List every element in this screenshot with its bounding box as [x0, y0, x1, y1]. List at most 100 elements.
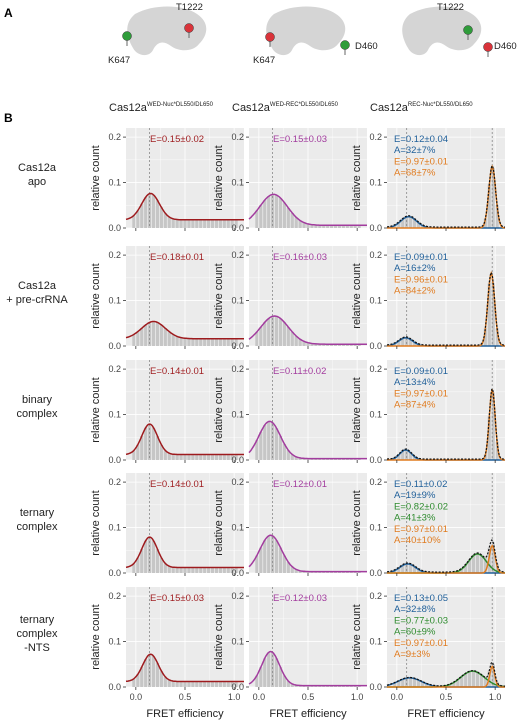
- histogram-bar: [195, 454, 199, 460]
- histogram-bar: [405, 563, 409, 573]
- histogram-bar: [222, 567, 226, 573]
- histogram-bar: [222, 338, 226, 346]
- histogram-bar: [136, 210, 140, 228]
- fit-annotation: A=16±2%: [394, 263, 436, 274]
- histogram-bar: [487, 184, 491, 228]
- panel-r5-c3: E=0.13±0.05A=32±8%E=0.77±0.03A=60±9%E=0.…: [351, 587, 506, 720]
- x-axis-label: FRET efficiency: [146, 708, 224, 720]
- panel-r1-c2: E=0.15±0.03 0.0 0.1 0.2 relative count: [213, 128, 367, 233]
- y-axis-label: relative count: [90, 604, 102, 669]
- histogram-bar: [479, 554, 483, 573]
- histogram-bar: [349, 344, 353, 346]
- y-axis-label: relative count: [213, 604, 225, 669]
- y-tick-label: 0.1: [231, 296, 244, 306]
- histogram-bar: [278, 547, 283, 573]
- histogram-bar: [345, 225, 349, 228]
- histogram-bar: [144, 540, 148, 573]
- histogram-bar: [230, 681, 234, 687]
- histogram-bar: [393, 682, 397, 687]
- histogram-bar: [353, 225, 357, 228]
- histogram-bar: [330, 225, 334, 228]
- panel-r4-c3: E=0.11±0.02A=19±9%E=0.82±0.02A=41±3%E=0.…: [351, 473, 505, 578]
- y-axis-label: relative count: [213, 377, 225, 442]
- histogram-bar: [234, 454, 238, 460]
- fit-annotation: E=0.12±0.04: [394, 134, 448, 145]
- histogram-bar: [282, 555, 286, 573]
- fit-annotation: E=0.97±0.01: [394, 524, 448, 535]
- histogram-bar: [179, 681, 183, 687]
- y-axis-label: relative count: [351, 263, 363, 328]
- histogram-bar: [207, 338, 211, 346]
- histogram-bar: [306, 223, 310, 228]
- histogram-bar: [255, 331, 259, 346]
- histogram-bar: [226, 219, 230, 228]
- total-fit-curve: [386, 661, 506, 687]
- histogram-bar: [294, 685, 298, 687]
- histogram-bar: [302, 222, 306, 228]
- row-label: binary: [22, 394, 52, 406]
- column-titles: Cas12aWED-Nuc*DL550/DL650 Cas12aWED-REC*D…: [109, 102, 473, 114]
- y-tick-label: 0.1: [231, 178, 244, 188]
- histogram-bar: [278, 318, 283, 346]
- protein-schematic-1: T1222 K647: [108, 2, 207, 66]
- y-tick-label: 0.2: [369, 591, 382, 601]
- protein-schematics: T1222 K647 K647 D460 T1222 D460: [108, 2, 517, 66]
- panel-r4-c2: E=0.12±0.01 0.0 0.1 0.2 relative count: [213, 473, 367, 578]
- histogram-bar: [136, 444, 140, 460]
- histogram-bar: [333, 344, 338, 346]
- histogram-bar: [191, 454, 195, 460]
- histogram-bar: [155, 322, 160, 346]
- histogram-bar: [234, 681, 238, 687]
- histogram-bar: [468, 559, 472, 573]
- row-label: Cas12a: [18, 280, 57, 292]
- histogram-bar: [290, 683, 294, 687]
- histogram-bar: [337, 225, 342, 228]
- total-fit-curve: [387, 164, 505, 228]
- red-pin-marker: [265, 32, 275, 42]
- histogram-bar: [218, 338, 222, 346]
- histogram-bar: [140, 436, 144, 460]
- x-tick-label: 1.0: [228, 692, 241, 702]
- histogram-bar: [349, 225, 353, 228]
- histogram-bar: [274, 658, 279, 687]
- histogram-bar: [274, 195, 279, 228]
- residue-label: T1222: [437, 2, 464, 13]
- panel-r2-c3: E=0.09±0.01A=16±2%E=0.96±0.01A=84±2% 0.0 0…: [351, 246, 506, 351]
- histogram-bar: [318, 344, 322, 346]
- histogram-bar: [290, 331, 294, 346]
- histogram-bar: [167, 679, 171, 687]
- histogram-bar: [468, 671, 472, 687]
- histogram-bar: [267, 535, 271, 573]
- histogram-bar: [294, 335, 298, 346]
- fit-annotation: E=0.82±0.02: [394, 501, 448, 512]
- panel-b-label: B: [4, 111, 13, 125]
- histogram-bar: [294, 456, 298, 460]
- histogram-bar: [207, 454, 211, 460]
- y-tick-label: 0.0: [369, 455, 382, 465]
- y-tick-label: 0.0: [108, 682, 121, 692]
- histogram-bar: [226, 338, 230, 346]
- histogram-bar: [298, 685, 302, 687]
- histogram-bar: [318, 225, 322, 228]
- y-tick-label: 0.0: [369, 223, 382, 233]
- histogram-bar: [218, 454, 222, 460]
- histogram-bar: [267, 196, 271, 228]
- fit-annotation: A=32±7%: [394, 145, 436, 156]
- y-tick-label: 0.2: [369, 132, 382, 142]
- histogram-bar: [310, 224, 314, 228]
- histogram-bar: [234, 219, 238, 228]
- fit-annotation: A=60±9%: [394, 627, 436, 638]
- histogram-bar: [230, 338, 234, 346]
- histogram-bar: [218, 567, 222, 573]
- fit-annotation: E=0.15±0.02: [150, 134, 204, 145]
- x-tick-label: 0.5: [440, 692, 453, 702]
- histogram-bar: [214, 338, 219, 346]
- y-tick-label: 0.2: [369, 250, 382, 260]
- histogram-bar: [267, 652, 271, 687]
- histogram-bar: [483, 328, 487, 346]
- histogram-bar: [159, 444, 163, 460]
- histogram-bar: [226, 567, 230, 573]
- y-tick-label: 0.0: [108, 568, 121, 578]
- histogram-bar: [412, 455, 417, 460]
- y-tick-label: 0.2: [231, 364, 244, 374]
